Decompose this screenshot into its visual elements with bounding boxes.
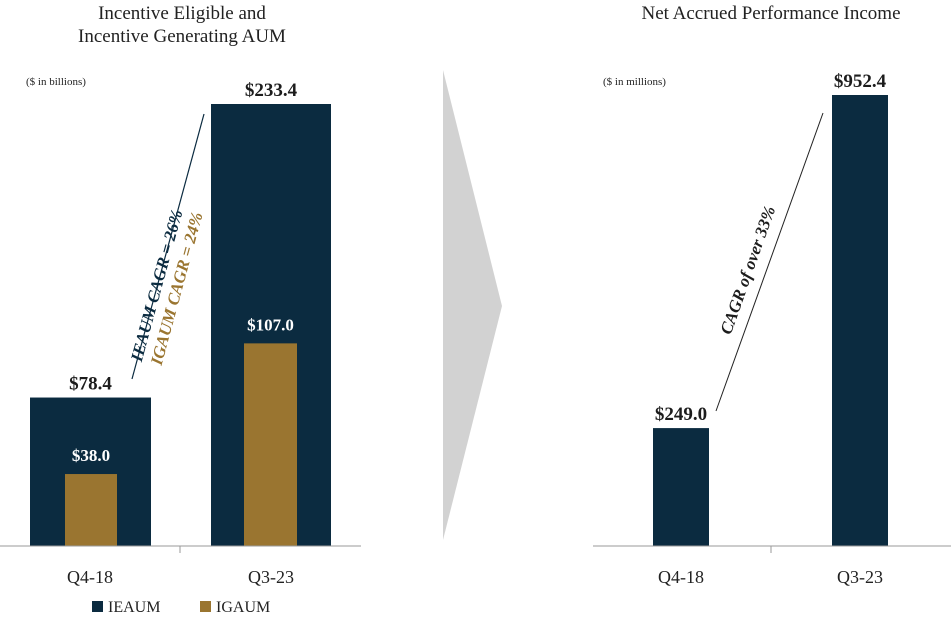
legend-swatch-ieaum <box>92 601 103 612</box>
right-cagr-line <box>715 112 824 412</box>
left-cagr-line <box>131 113 205 380</box>
left-chart: Incentive Eligible and Incentive Generat… <box>0 3 361 616</box>
left-unit-note: ($ in billions) <box>26 76 86 88</box>
bar-performance-income-q3-23 <box>832 95 888 546</box>
legend-swatch-igaum <box>200 601 211 612</box>
label-ieaum-q4-18: $78.4 <box>69 374 112 395</box>
transition-arrow <box>443 70 502 540</box>
right-chart: Net Accrued Performance Income ($ in mil… <box>593 3 951 587</box>
label-igaum-q3-23: $107.0 <box>247 315 294 334</box>
bar-performance-income-q4-18 <box>653 428 709 546</box>
annotation-performance-cagr: CAGR of over 33% <box>716 204 779 337</box>
label-igaum-q4-18: $38.0 <box>72 446 110 465</box>
bar-igaum-q3-23 <box>244 343 297 546</box>
legend-label-ieaum: IEAUM <box>108 599 160 616</box>
right-title: Net Accrued Performance Income <box>641 3 900 24</box>
label-performance-income-q3-23: $952.4 <box>834 71 887 92</box>
left-title-line-1: Incentive Eligible and <box>98 3 266 24</box>
legend-label-igaum: IGAUM <box>216 599 270 616</box>
right-tick-q3-23: Q3-23 <box>837 567 883 587</box>
left-tick-q4-18: Q4-18 <box>67 567 113 587</box>
bar-igaum-q4-18 <box>65 474 117 546</box>
right-tick-q4-18: Q4-18 <box>658 567 704 587</box>
label-performance-income-q4-18: $249.0 <box>655 404 707 425</box>
left-title-line-2: Incentive Generating AUM <box>78 26 286 47</box>
legend: IEAUM IGAUM <box>92 599 270 616</box>
right-unit-note: ($ in millions) <box>603 76 666 88</box>
left-tick-q3-23: Q3-23 <box>248 567 294 587</box>
label-ieaum-q3-23: $233.4 <box>245 80 298 101</box>
